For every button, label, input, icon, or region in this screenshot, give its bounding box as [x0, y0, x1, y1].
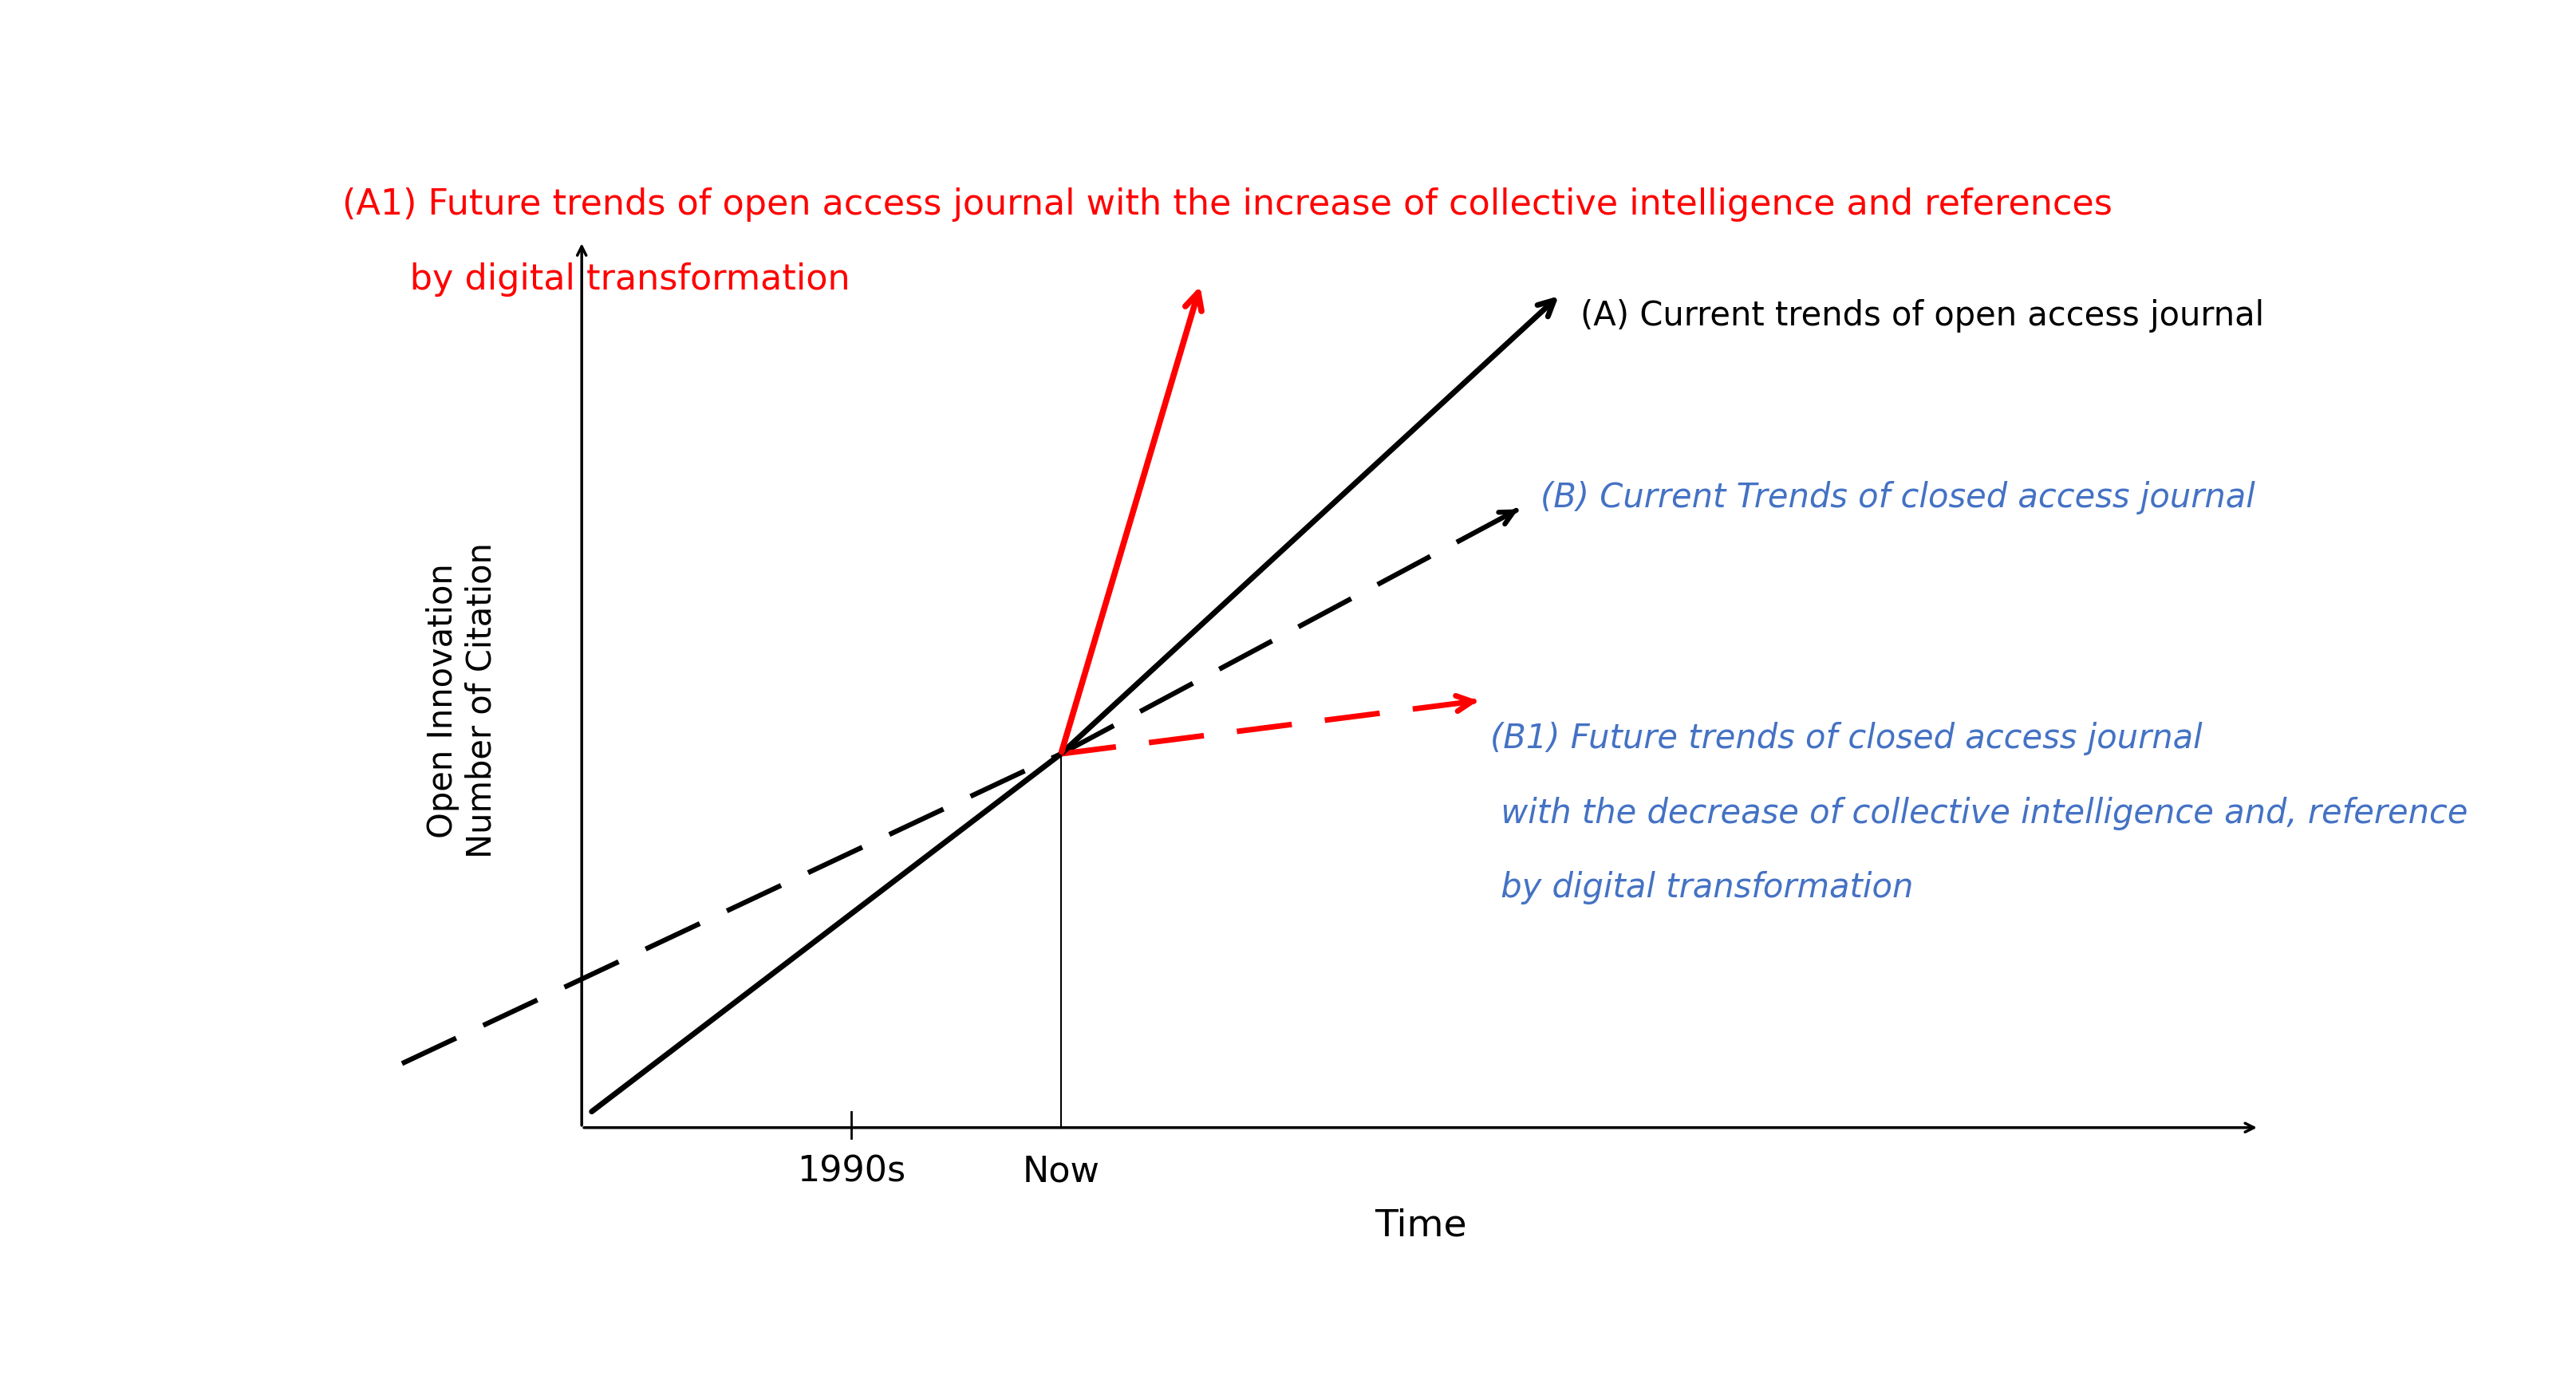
Text: (B1) Future trends of closed access journal: (B1) Future trends of closed access jour…	[1489, 721, 2202, 756]
Text: by digital transformation: by digital transformation	[1489, 871, 1914, 904]
Text: with the decrease of collective intelligence and, reference: with the decrease of collective intellig…	[1489, 796, 2468, 829]
Text: by digital transformation: by digital transformation	[343, 262, 850, 297]
Text: Now: Now	[1023, 1154, 1100, 1189]
Text: Open Innovation
Number of Citation: Open Innovation Number of Citation	[425, 542, 497, 859]
Text: 1990s: 1990s	[796, 1154, 904, 1189]
Text: (A1) Future trends of open access journal with the increase of collective intell: (A1) Future trends of open access journa…	[343, 187, 2112, 222]
Text: Time: Time	[1373, 1208, 1466, 1244]
Text: (B) Current Trends of closed access journal: (B) Current Trends of closed access jour…	[1540, 481, 2254, 515]
Text: (A) Current trends of open access journal: (A) Current trends of open access journa…	[1579, 300, 2264, 333]
